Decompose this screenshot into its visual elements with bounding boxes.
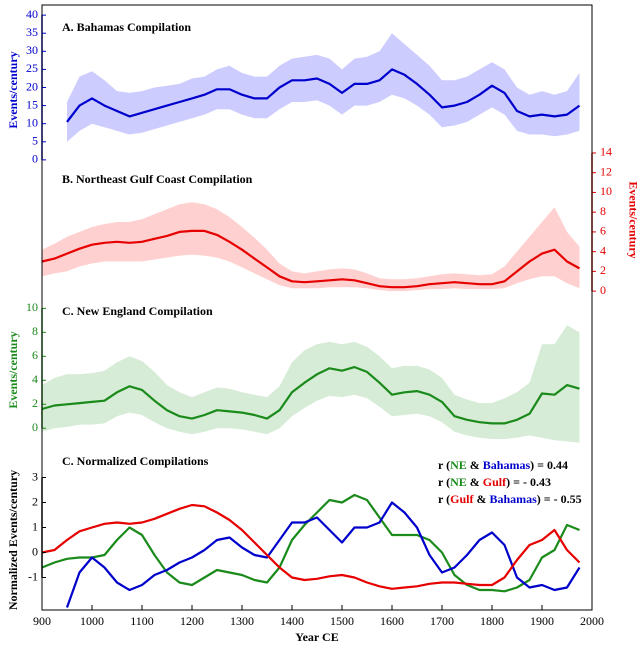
annotation-part: ) = 0.44 [530, 458, 568, 472]
y-axis-label: Normalized Events/century [6, 470, 20, 610]
x-tick-label: 1300 [230, 614, 254, 628]
annotation-part: r ( [438, 458, 450, 472]
y-tick-label: 0 [32, 544, 38, 558]
y-tick-label: 0 [600, 283, 606, 297]
y-tick-label: 25 [26, 61, 38, 75]
y-tick-label: 14 [600, 145, 612, 159]
y-tick-label: 5 [32, 134, 38, 148]
annotation-part: NE [450, 475, 467, 489]
x-tick-label: 1500 [330, 614, 354, 628]
annotation-part: r ( [438, 492, 450, 506]
y-tick-label: 6 [600, 224, 606, 238]
y-tick-label: 1 [32, 519, 38, 533]
annotation-part: Gulf [450, 492, 474, 506]
uncertainty-band [42, 325, 580, 443]
panel: 0 2 4 6 8 10 12 14 Events/century B. Northeast Gu… [41, 145, 640, 297]
data-line [41, 493, 580, 593]
panel-title: B. Northeast Gulf Coast Compilation [62, 172, 253, 186]
data-line [66, 68, 581, 123]
y-tick-label: 20 [26, 79, 38, 93]
x-tick-label: 1200 [180, 614, 204, 628]
annotation-part: & [467, 475, 483, 489]
plot-frame [41, 4, 593, 611]
y-tick-label: 10 [600, 184, 612, 198]
panel: 0 5 10 15 20 25 30 35 40 Events/century A. Bahamas… [6, 7, 581, 166]
data-line [65, 501, 581, 608]
annotation-part: & [473, 492, 489, 506]
panel-title: A. Bahamas Compilation [62, 20, 191, 34]
y-tick-label: 35 [26, 25, 38, 39]
x-axis-label: Year CE [295, 630, 338, 644]
x-tick-label: 1000 [80, 614, 104, 628]
x-tick-label: 2000 [580, 614, 604, 628]
data-line [41, 503, 581, 590]
annotation-part: ) = - 0.43 [506, 475, 551, 489]
annotation-part: Bahamas [489, 492, 537, 506]
annotation: r (Gulf & Bahamas) = - 0.55 [438, 492, 582, 506]
data-line [41, 366, 580, 425]
y-tick-label: 3 [32, 469, 38, 483]
y-tick-label: 2 [32, 396, 38, 410]
annotation: r (NE & Bahamas) = 0.44 [438, 458, 568, 472]
x-tick-label: 1900 [530, 614, 554, 628]
y-tick-label: 10 [26, 115, 38, 129]
y-tick-label: 30 [26, 43, 38, 57]
data-line [41, 229, 581, 289]
y-tick-label: 4 [600, 243, 606, 257]
y-tick-label: 8 [32, 324, 38, 338]
annotation-part: r ( [438, 475, 450, 489]
uncertainty-band [67, 33, 580, 142]
y-tick-label: 6 [32, 348, 38, 362]
y-tick-label: -1 [28, 569, 38, 583]
y-axis-label: Events/century [626, 181, 640, 258]
y-tick-label: 12 [600, 164, 612, 178]
annotation-part: & [467, 458, 483, 472]
annotation-part: ) = - 0.55 [537, 492, 582, 506]
y-tick-label: 15 [26, 97, 38, 111]
y-tick-label: 2 [600, 263, 606, 277]
x-tick-label: 1700 [430, 614, 454, 628]
y-axis-label: Events/century [6, 331, 20, 408]
y-axis-label: Events/century [6, 51, 20, 128]
panel-title: C. Normalized Compilations [62, 454, 209, 468]
uncertainty-band [42, 202, 580, 292]
y-tick-label: 4 [32, 372, 38, 386]
x-tick-label: 1100 [130, 614, 154, 628]
x-tick-label: 1600 [380, 614, 404, 628]
y-tick-label: 2 [32, 494, 38, 508]
x-tick-label: 1800 [480, 614, 504, 628]
y-tick-label: 0 [32, 420, 38, 434]
y-tick-label: 0 [32, 152, 38, 166]
x-tick-label: 1400 [280, 614, 304, 628]
panel: 0 2 4 6 8 10 Events/century C. New England Comp… [6, 300, 580, 443]
panel: -1 0 1 2 3 Normalized Events/century C. Normal… [6, 454, 582, 610]
annotation: r (NE & Gulf) = - 0.43 [438, 475, 551, 489]
panel-title: C. New England Compilation [62, 304, 213, 318]
annotation-part: NE [450, 458, 467, 472]
y-tick-label: 10 [26, 300, 38, 314]
x-tick-label: 900 [33, 614, 51, 628]
annotation-part: Gulf [483, 475, 507, 489]
y-tick-label: 40 [26, 7, 38, 21]
y-tick-label: 8 [600, 204, 606, 218]
annotation-part: Bahamas [483, 458, 531, 472]
